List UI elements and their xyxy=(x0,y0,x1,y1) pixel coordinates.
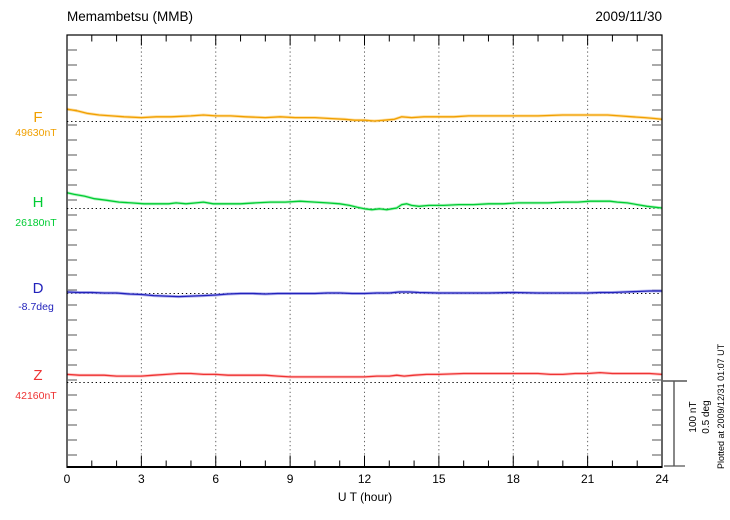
x-tick-label: 9 xyxy=(286,472,294,486)
plot-date: 2009/11/30 xyxy=(595,9,662,24)
scale-bar-label: 100 nT 0.5 deg xyxy=(687,382,715,452)
component-value-d: -8.7deg xyxy=(18,301,54,313)
x-tick-label: 6 xyxy=(212,472,220,486)
component-label-d: D xyxy=(32,280,44,297)
x-tick-label: 3 xyxy=(138,472,145,486)
x-tick-label: 18 xyxy=(506,472,520,486)
component-value-h: 26180nT xyxy=(15,217,57,229)
scale-bar-label-deg: 0.5 deg xyxy=(701,400,712,434)
plotted-at-note: Plotted at 2009/12/31 01:07 UT xyxy=(716,343,726,469)
component-value-z: 42160nT xyxy=(15,390,57,402)
x-axis-title: U T (hour) xyxy=(337,490,393,504)
component-value-f: 49630nT xyxy=(15,127,57,139)
x-tick-label: 24 xyxy=(655,472,669,486)
component-label-h: H xyxy=(32,194,44,211)
component-label-f: F xyxy=(33,109,43,126)
x-tick-label: 15 xyxy=(432,472,446,486)
scale-bar-label-nt: 100 nT xyxy=(688,401,699,433)
x-tick-label: 12 xyxy=(357,472,372,486)
x-tick-label: 0 xyxy=(63,472,71,486)
component-label-z: Z xyxy=(33,367,43,384)
x-tick-label: 21 xyxy=(580,472,595,486)
station-title: Memambetsu (MMB) xyxy=(67,9,194,24)
